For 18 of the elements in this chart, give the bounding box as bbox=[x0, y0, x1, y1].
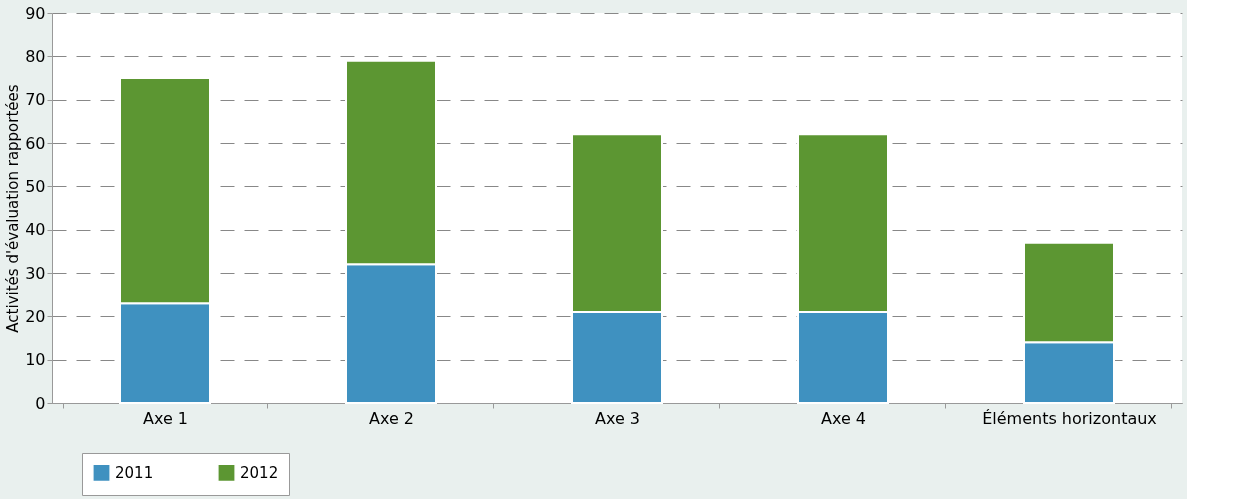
y-tick-label: 90 bbox=[25, 3, 46, 23]
x-tick-label: Axe 2 bbox=[368, 408, 415, 428]
legend-label: 2011 bbox=[115, 463, 154, 482]
y-tick-label: 0 bbox=[35, 393, 46, 413]
y-tick-label: 50 bbox=[25, 176, 46, 196]
y-axis-title: Activités d'évaluation rapportées bbox=[4, 84, 23, 333]
y-tick-label: 70 bbox=[25, 90, 46, 110]
x-tick-label: Axe 1 bbox=[142, 408, 189, 428]
x-tick-label: Éléments horizontaux bbox=[982, 408, 1157, 428]
y-tick-label: 10 bbox=[25, 350, 46, 370]
y-tick-label: 20 bbox=[25, 306, 46, 326]
y-tick-label: 30 bbox=[25, 263, 46, 283]
x-tick-label: Axe 3 bbox=[594, 408, 641, 428]
y-tick-label: 40 bbox=[25, 220, 46, 240]
x-tick-label: Axe 4 bbox=[820, 408, 867, 428]
y-tick-label: 80 bbox=[25, 46, 46, 66]
y-tick-label: 60 bbox=[25, 133, 46, 153]
legend-label: 2012 bbox=[240, 463, 279, 482]
